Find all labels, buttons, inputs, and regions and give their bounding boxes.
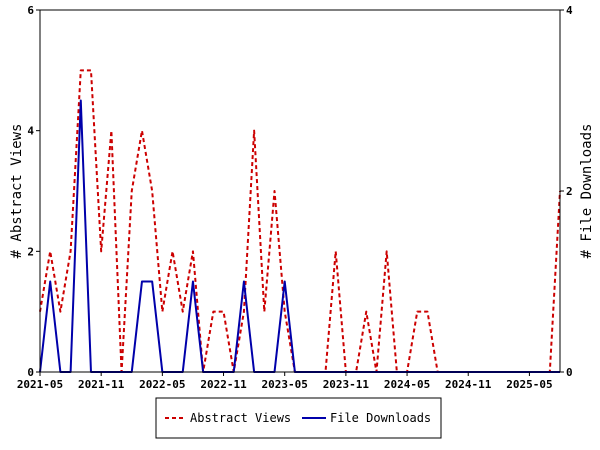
left-y-tick-label: 6	[27, 4, 34, 17]
legend-label-file-downloads: File Downloads	[330, 411, 431, 425]
left-y-tick-label: 4	[27, 125, 34, 138]
ticks-layer: 0 2 4 6 0 2 4 2021-05 2021-11 2022-05 2022-11 2023-…	[17, 4, 573, 391]
x-tick-label: 2024-11	[445, 378, 492, 391]
left-y-tick-label: 0	[27, 366, 34, 379]
right-y-tick-label: 0	[566, 366, 573, 379]
legend: Abstract Views File Downloads	[155, 397, 442, 439]
x-tick-label: 2023-05	[262, 378, 308, 391]
left-y-tick-label: 2	[27, 245, 34, 258]
legend-label-abstract-views: Abstract Views	[190, 411, 291, 425]
left-axis-title: # Abstract Views	[9, 124, 25, 259]
x-tick-label: 2024-05	[384, 378, 430, 391]
x-tick-label: 2021-11	[78, 378, 125, 391]
x-tick-label: 2022-11	[200, 378, 247, 391]
x-tick-label: 2022-05	[139, 378, 185, 391]
x-tick-label: 2021-05	[17, 378, 63, 391]
right-y-tick-label: 2	[566, 185, 573, 198]
x-tick-label: 2025-05	[506, 378, 552, 391]
right-y-tick-label: 4	[566, 4, 573, 17]
legend-box	[155, 397, 442, 439]
x-tick-label: 2023-11	[323, 378, 370, 391]
right-axis-title: # File Downloads	[579, 124, 595, 259]
